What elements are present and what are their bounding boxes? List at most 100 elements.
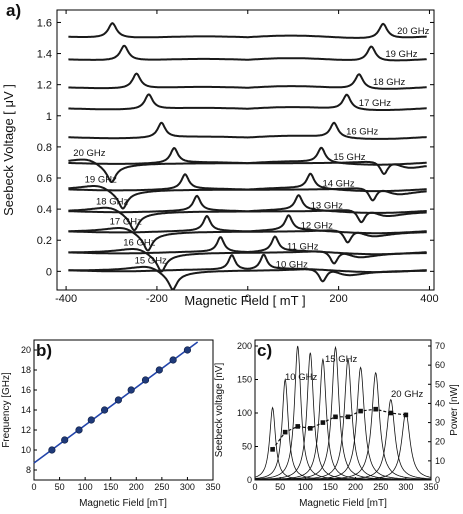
panel-a-ytick-label: 0 (46, 266, 52, 278)
lower-trace-17ghz (68, 227, 427, 252)
panel-a-xtick-label: -200 (146, 293, 168, 305)
panel-b-ticks: 0 50 100 150 200 250 300 350 8 10 12 14 16 18 20 (21, 345, 221, 492)
panel-a-traces: 10 GHz 11 GHz 12 GHz 13 GHz 14 GHz 15 GHz 16 G… (68, 22, 430, 291)
panel-b-xtick-label: 200 (129, 482, 144, 492)
panel-a-ytick-label: 0.6 (37, 173, 52, 185)
panel-a-xlabel: Magnetic Field [ mT ] (184, 293, 305, 308)
lower-trace-15ghz (68, 265, 427, 291)
data-point (127, 386, 135, 394)
panel-b-ytick-label: 12 (21, 425, 31, 435)
panel-c-ytick-right-label: 10 (435, 456, 445, 466)
panel-c-xtick-label: 0 (252, 482, 257, 492)
panel-a-ytick-label: 1 (46, 111, 52, 123)
data-point (114, 396, 122, 404)
panel-c-ytick-right-label: 70 (435, 341, 445, 351)
panel-b-ylabel: Frequency [GHz] (1, 372, 12, 448)
panel-c-ytick-right-label: 30 (435, 418, 445, 428)
panel-a-xtick-label: 0 (245, 293, 251, 305)
panel-c-ytick-left-label: 50 (242, 442, 252, 452)
seebeck-peak (255, 358, 431, 481)
power-point (373, 406, 378, 412)
panel-b-xtick-label: 250 (154, 482, 169, 492)
panel-b-ytick-label: 18 (21, 365, 31, 375)
upper-trace-11ghz (68, 235, 427, 256)
lower-trace-label: 17 GHz (110, 217, 142, 228)
panel-c-xtick-label: 150 (323, 482, 338, 492)
power-point (358, 408, 363, 414)
lower-trace-label: 16 GHz (123, 238, 155, 249)
lower-trace-16ghz (68, 248, 427, 273)
lower-trace-20ghz (68, 158, 427, 183)
upper-trace-20ghz (68, 22, 427, 39)
panel-c-ylabel-right: Power [nW] (449, 384, 460, 436)
panel-c-label: c) (257, 341, 272, 360)
panel-b-xtick-label: 0 (31, 482, 36, 492)
panel-b-xtick-label: 50 (55, 482, 65, 492)
panel-c-ytick-left-label: 0 (247, 475, 252, 485)
seebeck-peak (255, 357, 431, 481)
panel-c-xtick-label: 250 (373, 482, 388, 492)
upper-trace-19ghz (68, 44, 427, 62)
power-point (403, 412, 409, 418)
panel-b-xtick-label: 100 (78, 482, 93, 492)
panel-c-xtick-label: 50 (275, 482, 285, 492)
panel-a-ytick-label: 1.2 (37, 80, 52, 92)
panel-c-ytick-right-label: 60 (435, 360, 445, 370)
lower-trace-label: 19 GHz (85, 175, 117, 186)
panel-c-data (254, 345, 432, 481)
power-point (345, 414, 351, 420)
panel-a-label: a) (6, 1, 21, 20)
panel-a-frame (56, 9, 435, 291)
panel-c-xtick-label: 300 (398, 482, 413, 492)
panel-b-ytick-label: 14 (21, 405, 31, 415)
panel-c-annotation-15ghz: 15 GHz (325, 354, 357, 365)
upper-trace-16ghz (68, 121, 427, 140)
upper-trace-label: 16 GHz (346, 127, 378, 138)
panel-c-ytick-left-label: 100 (237, 408, 252, 418)
panel-c-ytick-right-label: 20 (435, 437, 445, 447)
panel-c-ytick-left-label: 150 (237, 375, 252, 385)
data-point (61, 436, 69, 444)
panel-b-xtick-label: 350 (205, 482, 220, 492)
panel-c-ytick-left-label: 200 (237, 341, 252, 351)
panel-a-ytick-label: 1.6 (37, 17, 52, 29)
panel-c-xlabel: Magnetic Field [mT] (299, 498, 387, 509)
data-point (48, 446, 56, 454)
panel-a-xtick-label: 400 (420, 293, 438, 305)
upper-trace-label: 12 GHz (301, 221, 333, 232)
seebeck-peak (255, 412, 432, 481)
panel-c-xtick-label: 200 (348, 482, 363, 492)
panel-a-ticks: -400 -200 0 200 400 0 0.2 0.4 0.6 0.8 1 1.2 1.4 1.6 (37, 10, 439, 305)
power-point (320, 420, 326, 425)
panel-b-ytick-label: 20 (21, 345, 31, 355)
lower-trace-18ghz (68, 206, 427, 232)
lower-trace-label: 20 GHz (73, 148, 105, 159)
panel-c-annotation-20ghz: 20 GHz (391, 389, 423, 400)
upper-trace-label: 11 GHz (287, 242, 319, 253)
lower-trace-label: 15 GHz (135, 256, 167, 267)
panel-b-xtick-label: 300 (180, 482, 195, 492)
panel-c-ytick-right-label: 40 (435, 398, 445, 408)
panel-a-ytick-label: 0.4 (37, 204, 52, 216)
panel-c-ticks: 0 50 100 150 200 250 300 3500501001502000102030… (237, 341, 445, 492)
panel-a-xtick-label: -400 (55, 293, 77, 305)
power-point (270, 447, 275, 452)
panel-b: b) 0 50 100 150 200 250 300 350 8 10 12 14 16 18 20 Ma… (1, 339, 221, 509)
upper-trace-label: 18 GHz (373, 77, 405, 88)
data-point (169, 356, 177, 364)
data-point (87, 416, 95, 424)
power-point (333, 414, 338, 420)
panel-b-frame (33, 339, 214, 481)
data-point (75, 426, 83, 434)
upper-trace-14ghz (68, 172, 427, 193)
power-point (388, 410, 394, 416)
panel-a-ytick-label: 1.4 (37, 49, 52, 61)
panel-b-xlabel: Magnetic Field [mT] (79, 498, 167, 509)
panel-a-ytick-label: 0.2 (37, 235, 52, 247)
panel-a: a) -400 -200 0 200 400 0 0.2 0.4 0.6 0.8 1 1.2 1.4 1.… (1, 1, 439, 308)
lower-trace-label: 18 GHz (96, 196, 128, 207)
panel-b-ytick-label: 16 (21, 385, 31, 395)
data-point (141, 376, 150, 384)
seebeck-peak (255, 398, 431, 481)
